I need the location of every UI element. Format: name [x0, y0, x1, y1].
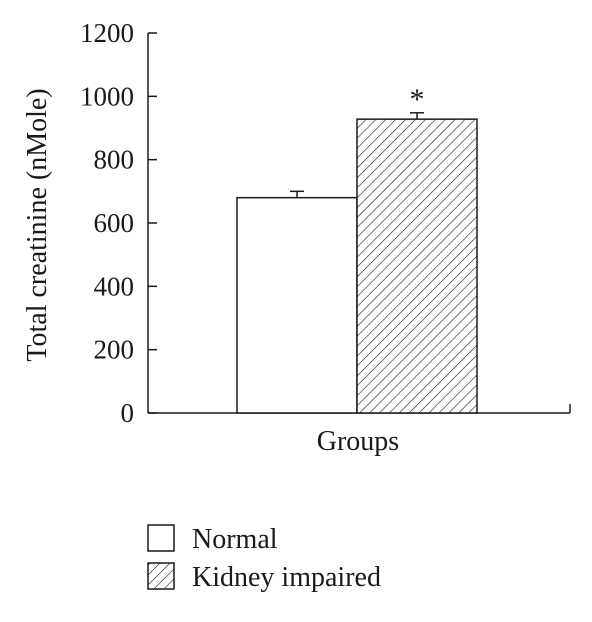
legend-label-normal: Normal	[192, 524, 278, 555]
y-tick-label-800: 800	[94, 145, 135, 175]
axes: 0 200 400 600 800 1000 1200	[80, 18, 571, 428]
legend: Normal Kidney impaired	[147, 524, 381, 593]
legend-swatch-kidney-impaired	[147, 562, 175, 590]
y-tick-label-1200: 1200	[80, 18, 134, 48]
y-tick-label-200: 200	[94, 335, 135, 365]
bar-normal	[236, 196, 358, 414]
y-tick-label-600: 600	[94, 208, 135, 238]
bars: *	[236, 83, 478, 414]
y-axis-title: Total creatinine (nMole)	[22, 88, 53, 361]
bar-kidney-impaired	[356, 118, 478, 414]
x-axis-title: Groups	[317, 426, 399, 457]
legend-swatch-normal	[147, 524, 175, 552]
y-tick-label-400: 400	[94, 271, 135, 301]
legend-label-kidney-impaired: Kidney impaired	[192, 562, 381, 593]
y-tick-label-0: 0	[121, 398, 135, 428]
y-tick-label-1000: 1000	[80, 81, 134, 111]
significance-marker-kidney-impaired: *	[410, 83, 425, 116]
